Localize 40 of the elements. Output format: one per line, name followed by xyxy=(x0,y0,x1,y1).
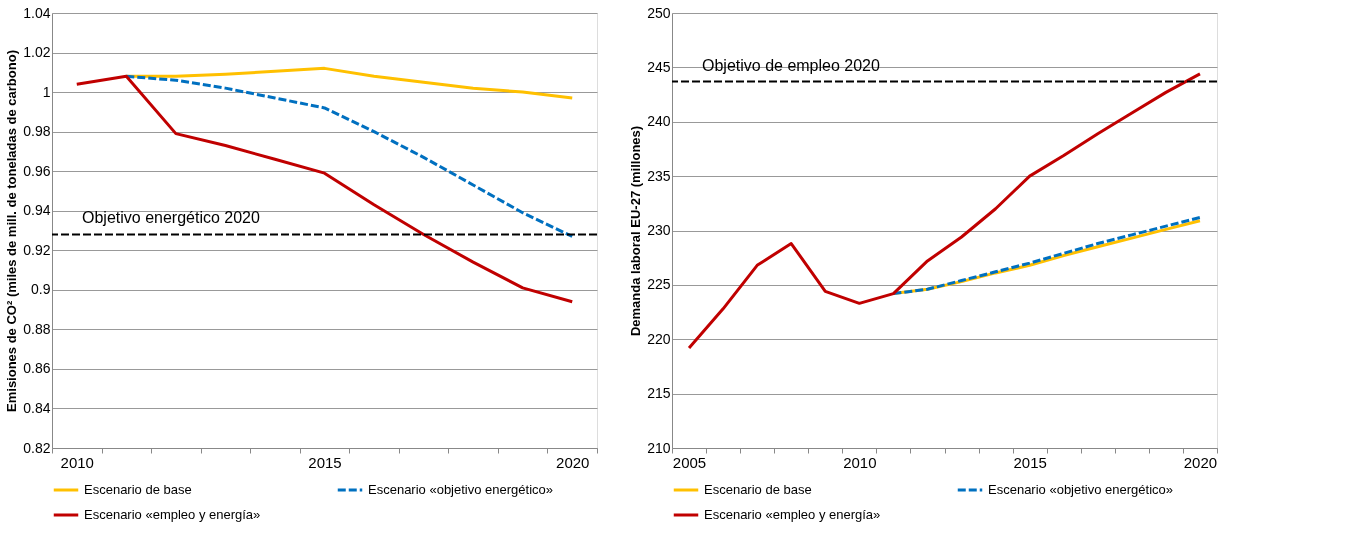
ref-line-label: Objetivo de empleo 2020 xyxy=(702,56,880,74)
y-axis-title: Emisiones de CO² (miles de mill. de toneladas de carbono) xyxy=(4,50,20,412)
y-axis-title: Demanda laboral EU-27 (millones) xyxy=(628,125,644,337)
y-tick-label: 0.88 xyxy=(23,320,51,337)
x-tick-label: 2020 xyxy=(1183,453,1218,471)
line-series xyxy=(687,72,1202,350)
y-tick-label: 1.04 xyxy=(23,4,51,21)
line-series xyxy=(75,74,574,304)
y-tick-label: 235 xyxy=(647,167,671,184)
legend-label: Escenario «empleo y energía» xyxy=(704,507,881,522)
legend-label: Escenario «objetivo energético» xyxy=(988,482,1174,497)
x-tick-label: 2005 xyxy=(672,453,707,471)
x-tick-label: 2020 xyxy=(556,453,590,471)
y-tick-label: 245 xyxy=(647,58,671,75)
x-tick-label: 2015 xyxy=(1013,453,1047,471)
y-tick-label: 0.84 xyxy=(23,399,51,416)
y-tick-label: 1.02 xyxy=(23,44,51,61)
legend-label: Escenario «objetivo energético» xyxy=(368,482,554,497)
y-tick-label: 240 xyxy=(647,113,671,130)
y-tick-label: 0.86 xyxy=(23,360,51,377)
y-tick-label: 210 xyxy=(647,439,671,456)
y-tick-label: 0.96 xyxy=(23,162,51,179)
x-tick-label: 2015 xyxy=(308,453,342,471)
legend-label: Escenario de base xyxy=(704,482,812,497)
ref-line-label: Objetivo energético 2020 xyxy=(82,209,260,227)
y-tick-label: 250 xyxy=(647,4,671,21)
x-tick-label: 2010 xyxy=(843,453,877,471)
y-tick-label: 1 xyxy=(42,83,51,100)
y-tick-label: 230 xyxy=(647,222,671,238)
y-tick-label: 0.9 xyxy=(31,281,51,298)
y-tick-label: 225 xyxy=(647,276,671,293)
y-tick-label: 0.98 xyxy=(23,123,51,140)
y-tick-label: 0.82 xyxy=(23,439,51,456)
y-tick-label: 0.94 xyxy=(23,202,51,219)
legend-label: Escenario de base xyxy=(84,482,192,497)
y-tick-label: 220 xyxy=(647,330,671,347)
y-tick-label: 215 xyxy=(647,385,671,402)
x-tick-label: 2010 xyxy=(60,453,94,471)
legend-label: Escenario «empleo y energía» xyxy=(84,507,261,522)
y-tick-label: 0.92 xyxy=(23,241,51,258)
